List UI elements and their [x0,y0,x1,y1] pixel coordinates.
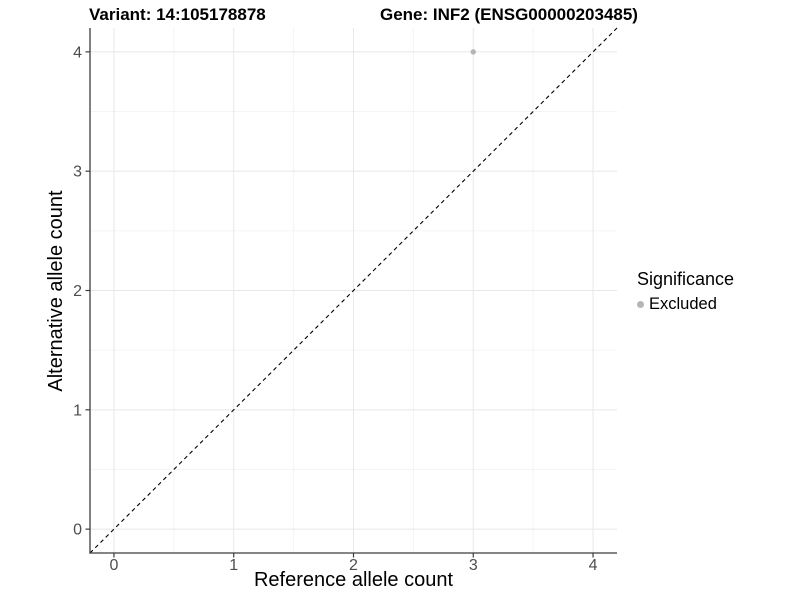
x-tick-label: 3 [469,557,478,574]
legend: Significance Excluded [637,269,734,314]
y-tick-label: 4 [73,44,82,61]
plot-title-gene: Gene: INF2 (ENSG00000203485) [380,5,638,24]
legend-item-excluded: Excluded [637,295,734,314]
y-axis-title: Alternative allele count [45,190,67,392]
excluded-point-icon [637,301,644,308]
x-axis-title: Reference allele count [253,569,453,591]
y-tick-label: 0 [73,522,82,539]
plot-title-variant: Variant: 14:105178878 [89,5,266,24]
x-tick-label: 2 [349,557,358,574]
x-tick-label: 0 [110,557,119,574]
x-tick-label: 1 [229,557,238,574]
identity-line [89,27,618,554]
legend-title: Significance [637,269,735,289]
y-tick-label: 1 [73,402,82,419]
y-tick-label: 3 [73,164,82,181]
y-tick-label: 2 [73,283,82,300]
x-tick-label: 4 [589,557,598,574]
legend-item-label: Excluded [649,295,717,313]
data-point-excluded [470,49,476,55]
